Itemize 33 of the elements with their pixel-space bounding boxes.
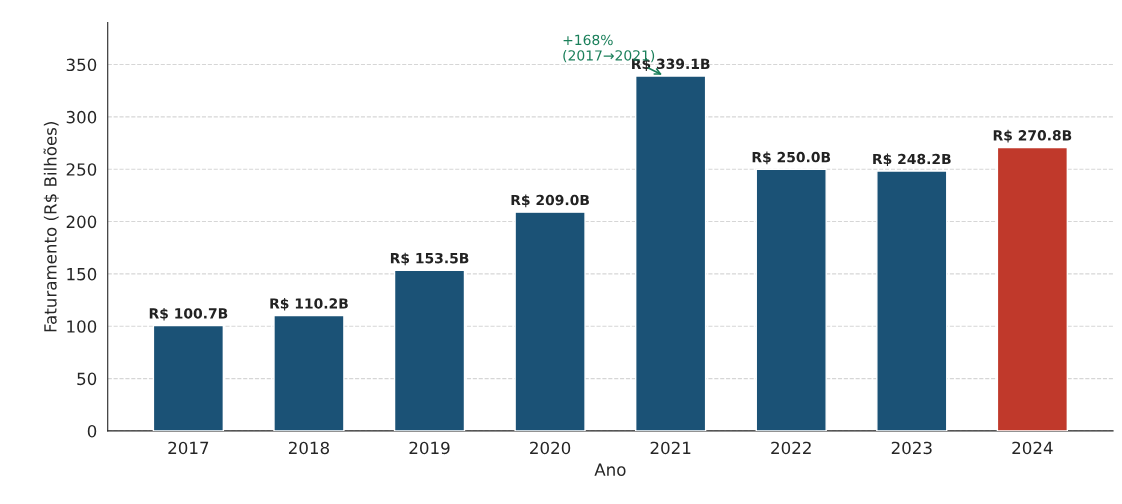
bar bbox=[152, 324, 225, 431]
x-tick-label: 2023 bbox=[891, 441, 932, 455]
bar bbox=[393, 269, 466, 431]
y-tick-label: 200 bbox=[66, 215, 97, 229]
bar bbox=[996, 146, 1069, 431]
bar bbox=[755, 168, 827, 431]
bar bbox=[634, 75, 707, 431]
data-label: R$ 270.8B bbox=[993, 129, 1072, 143]
data-label: R$ 248.2B bbox=[873, 153, 951, 167]
y-tick-label: 350 bbox=[66, 58, 97, 72]
bar bbox=[876, 170, 948, 431]
x-tick-label: 2018 bbox=[288, 441, 330, 455]
x-tick-label: 2024 bbox=[1012, 441, 1053, 455]
x-tick-label: 2017 bbox=[168, 441, 209, 455]
data-label: R$ 100.7B bbox=[149, 307, 228, 321]
x-axis-title: Ano bbox=[594, 463, 626, 476]
bar bbox=[514, 211, 586, 431]
x-tick-label: 2021 bbox=[650, 441, 691, 455]
y-tick-label: 0 bbox=[87, 424, 97, 438]
x-tick-label: 2019 bbox=[409, 441, 450, 455]
data-label: R$ 250.0B bbox=[752, 151, 831, 165]
data-label: R$ 110.2B bbox=[270, 297, 348, 311]
y-axis-title: Faturamento (R$ Bilhões) bbox=[43, 122, 59, 332]
y-tick-label: 150 bbox=[67, 267, 97, 281]
y-tick-label: 300 bbox=[66, 110, 97, 124]
bar bbox=[273, 314, 345, 431]
x-tick-label: 2022 bbox=[771, 441, 811, 455]
x-tick-label: 2020 bbox=[530, 441, 571, 455]
data-label: R$ 153.5B bbox=[390, 252, 469, 266]
y-tick-label: 100 bbox=[67, 320, 97, 333]
y-tick-label: 50 bbox=[77, 372, 97, 386]
y-tick-label: 250 bbox=[66, 163, 97, 176]
data-label: R$ 209.0B bbox=[511, 194, 589, 208]
